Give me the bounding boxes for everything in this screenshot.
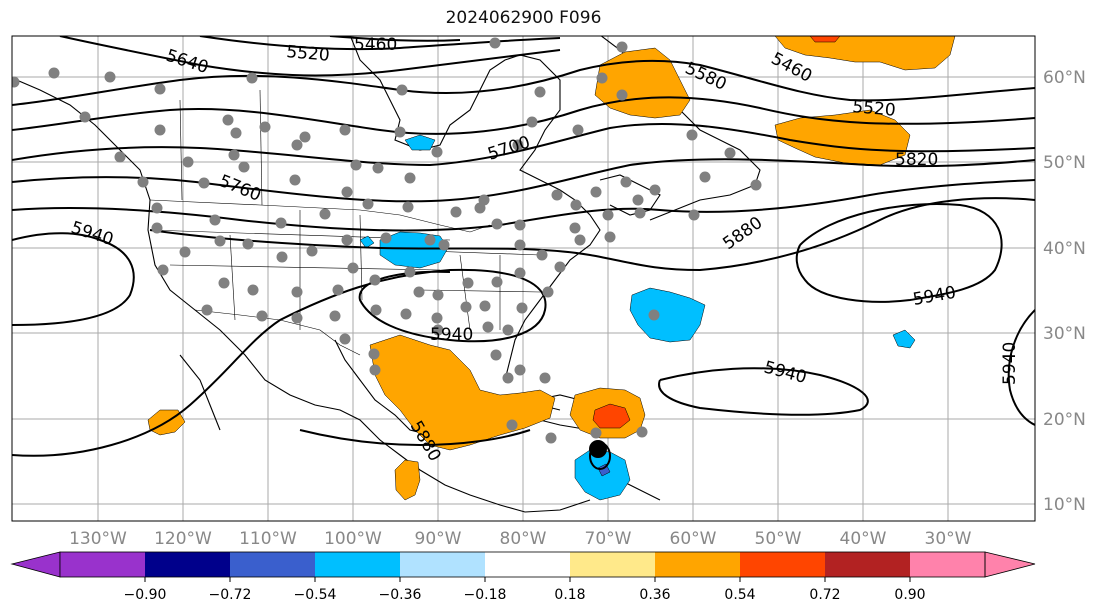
colorbar: −0.90 −0.72 −0.54 −0.36 −0.18 0.18 0.36 … bbox=[10, 551, 1036, 603]
colorbar-segment bbox=[315, 552, 400, 577]
contour-label: 5520 bbox=[852, 97, 897, 121]
colorbar-tick-label: −0.72 bbox=[209, 587, 252, 603]
negative-anomaly-atlantic bbox=[629, 287, 706, 343]
lon-label: 70°W bbox=[585, 529, 632, 549]
height-contours bbox=[12, 36, 1035, 457]
lon-label: 100°W bbox=[324, 529, 382, 549]
strong-positive-anomaly-north bbox=[809, 36, 841, 43]
colorbar-tick-label: −0.90 bbox=[124, 587, 167, 603]
negative-anomaly-small bbox=[892, 329, 916, 349]
strong-positive-anomaly-caribbean bbox=[592, 403, 631, 429]
lat-label: 50°N bbox=[1043, 153, 1086, 173]
lon-label: 80°W bbox=[500, 529, 547, 549]
map-title: 2024062900 F096 bbox=[445, 8, 602, 28]
colorbar-segment bbox=[740, 552, 825, 577]
contour-label: 5460 bbox=[354, 35, 397, 55]
lon-label: 90°W bbox=[415, 529, 462, 549]
lon-label: 130°W bbox=[69, 529, 127, 549]
colorbar-segment bbox=[825, 552, 910, 577]
map-frame bbox=[11, 35, 1036, 522]
colorbar-tick-label: 0.18 bbox=[554, 587, 585, 603]
lat-label: 30°N bbox=[1043, 324, 1086, 344]
lat-label: 60°N bbox=[1043, 68, 1086, 88]
strong-negative-caribbean bbox=[597, 463, 611, 477]
lon-label: 30°W bbox=[925, 529, 972, 549]
colorbar-segment bbox=[910, 552, 985, 577]
positive-anomaly-mexico bbox=[394, 459, 421, 501]
positive-anomaly-north bbox=[774, 36, 956, 71]
colorbar-tick-label: −0.54 bbox=[294, 587, 337, 603]
lat-label: 40°N bbox=[1043, 239, 1086, 259]
contour-label: 5940 bbox=[1000, 342, 1020, 385]
colorbar-tick-label: 0.54 bbox=[724, 587, 755, 603]
negative-anomaly-hudson bbox=[404, 134, 436, 151]
colorbar-max-extension bbox=[984, 551, 1036, 578]
colorbar-segment bbox=[485, 552, 570, 577]
colorbar-tick-label: 0.90 bbox=[894, 587, 925, 603]
colorbar-tick-label: 0.36 bbox=[639, 587, 670, 603]
contour-label: 5520 bbox=[286, 42, 331, 66]
colorbar-tick-label: −0.36 bbox=[379, 587, 422, 603]
colorbar-tick-label: −0.18 bbox=[464, 587, 507, 603]
colorbar-segment bbox=[655, 552, 740, 577]
colorbar-segment bbox=[230, 552, 315, 577]
longitude-labels: 130°W 120°W 110°W 100°W 90°W 80°W 70°W 6… bbox=[69, 529, 972, 549]
contour-label: 5820 bbox=[895, 150, 938, 170]
colorbar-segment bbox=[400, 552, 485, 577]
colorbar-segment bbox=[145, 552, 230, 577]
lat-label: 20°N bbox=[1043, 410, 1086, 430]
lon-label: 40°W bbox=[840, 529, 887, 549]
colorbar-tick-label: 0.72 bbox=[809, 587, 840, 603]
lon-label: 60°W bbox=[670, 529, 717, 549]
station-markers bbox=[12, 37, 762, 444]
colorbar-segment bbox=[60, 552, 145, 577]
lon-label: 50°W bbox=[755, 529, 802, 549]
contour-label: 5940 bbox=[430, 325, 473, 345]
latitude-labels: 60°N 50°N 40°N 30°N 20°N 10°N bbox=[1043, 68, 1086, 515]
colorbar-segment bbox=[570, 552, 655, 577]
lon-label: 120°W bbox=[154, 529, 212, 549]
storm-marker bbox=[589, 440, 611, 470]
lat-label: 10°N bbox=[1043, 495, 1086, 515]
colorbar-min-extension bbox=[10, 551, 61, 578]
negative-anomaly-small2 bbox=[359, 235, 375, 249]
lon-label: 110°W bbox=[239, 529, 297, 549]
